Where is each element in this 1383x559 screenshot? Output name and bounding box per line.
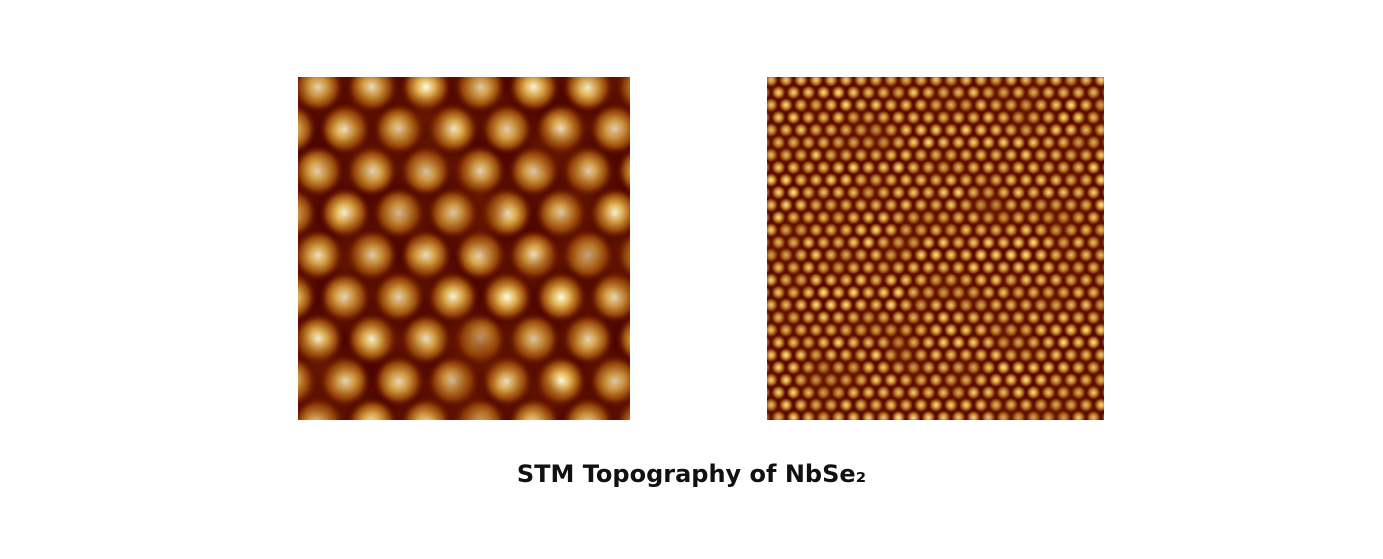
stm-image-coarse (298, 77, 630, 420)
noise (767, 77, 1104, 420)
caption: STM Topography of NbSe₂ (516, 460, 867, 488)
stm-image-fine (767, 77, 1104, 420)
noise (298, 77, 630, 420)
